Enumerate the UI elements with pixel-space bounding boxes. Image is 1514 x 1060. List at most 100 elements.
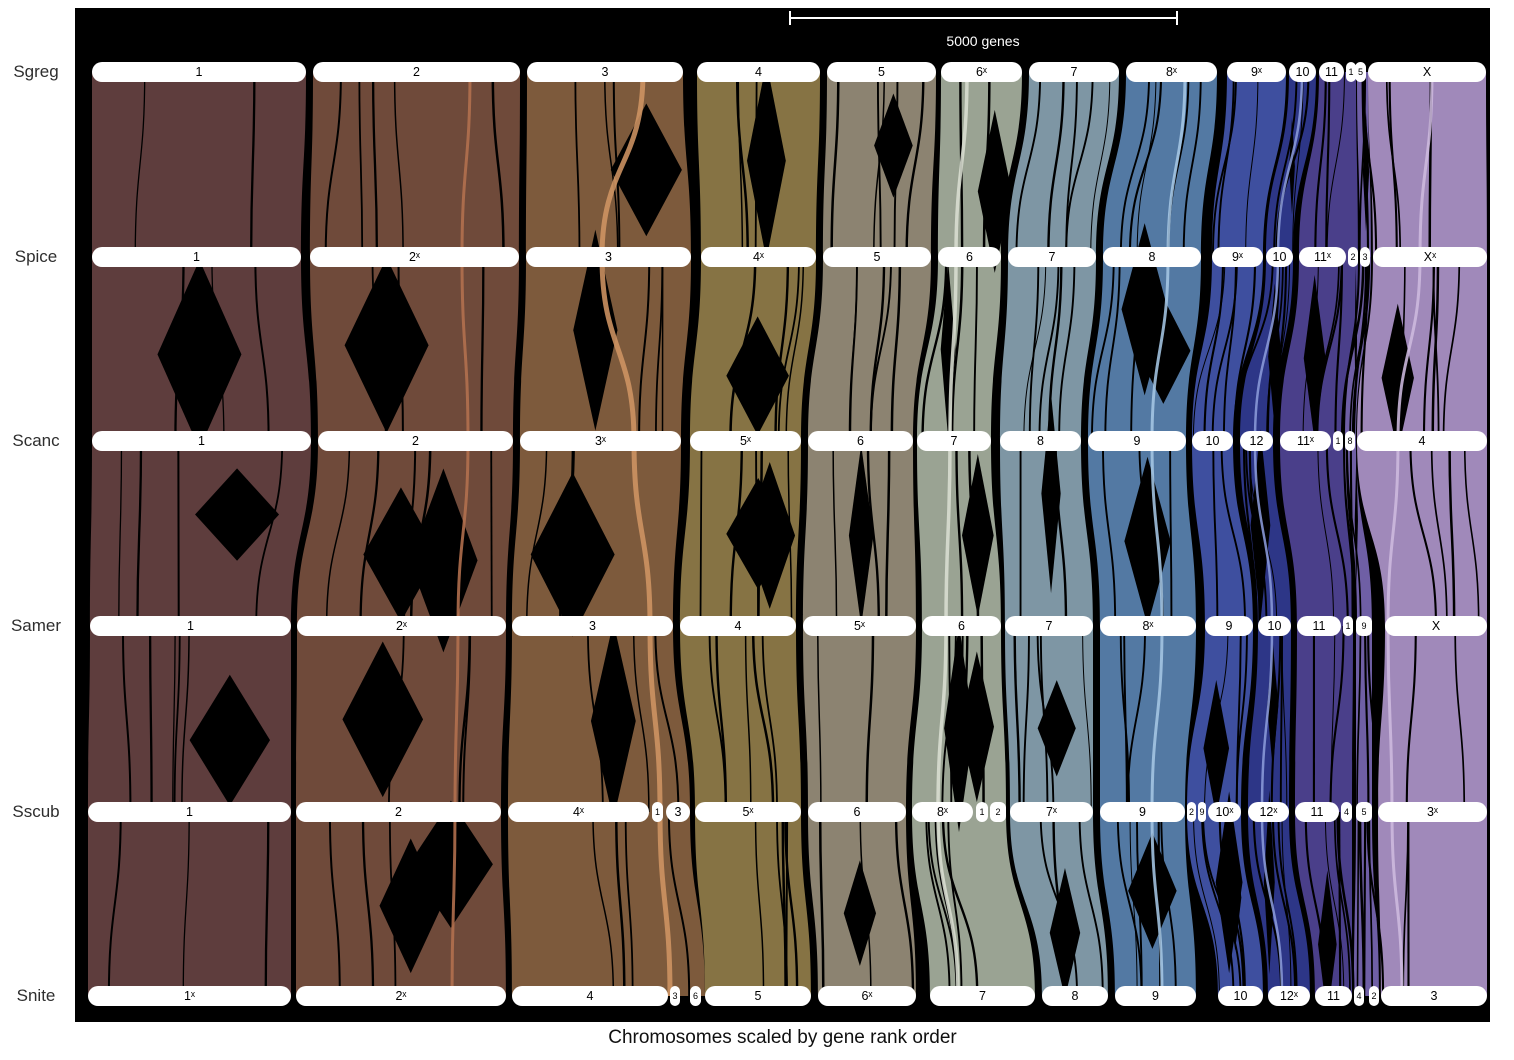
synteny-gap-streak bbox=[1233, 256, 1257, 442]
synteny-gap-streak bbox=[1402, 811, 1409, 997]
synteny-gap-streak bbox=[1130, 256, 1141, 442]
scale-bar: 5000 genes bbox=[789, 11, 1178, 49]
synteny-gap-streak bbox=[1292, 71, 1304, 258]
ribbon-canvas: 5000 genes bbox=[88, 11, 1487, 1019]
inversion-bowtie bbox=[610, 103, 682, 237]
inversion-bowtie bbox=[1124, 456, 1171, 626]
chromosome-pill: 2 bbox=[296, 802, 501, 822]
chromosome-pill: 10 bbox=[1289, 62, 1316, 82]
accent-ribbon bbox=[936, 71, 969, 997]
chromosome-pill: 9 bbox=[1205, 616, 1253, 636]
chromosome-pill: 2ˣ bbox=[297, 616, 506, 636]
chromosome-pill: 4ˣ bbox=[508, 802, 649, 822]
synteny-gap-streak bbox=[925, 811, 951, 997]
synteny-gap-streak bbox=[1448, 440, 1456, 627]
synteny-gap-streak bbox=[1212, 440, 1219, 627]
chromosome-pill: 2 bbox=[1369, 986, 1379, 1006]
synteny-gap-streak bbox=[1314, 71, 1327, 258]
species-label-samer: Samer bbox=[10, 616, 62, 635]
synteny-gap-streak bbox=[654, 625, 680, 813]
synteny-gap-streak bbox=[1463, 440, 1480, 627]
synteny-gap-streak bbox=[181, 625, 190, 813]
synteny-gap-streak bbox=[1356, 811, 1360, 997]
inversion-bowtie bbox=[843, 860, 877, 967]
synteny-gap-streak bbox=[955, 440, 964, 627]
synteny-gap-streak bbox=[784, 811, 799, 997]
chromosome-pill: 10 bbox=[1192, 431, 1233, 451]
synteny-gap-streak bbox=[1212, 71, 1237, 258]
synteny-gap-streak bbox=[1324, 811, 1345, 997]
chromosome-pill: 3 bbox=[526, 247, 691, 267]
inversion-bowtie bbox=[195, 468, 280, 561]
synteny-gap-streak bbox=[324, 71, 342, 258]
synteny-gap-streak bbox=[1104, 256, 1121, 442]
chromosome-pill: 2ˣ bbox=[296, 986, 506, 1006]
chromosome-pill: 10 bbox=[1266, 247, 1293, 267]
synteny-gap-streak bbox=[957, 625, 969, 813]
chromosome-pill: 1ˣ bbox=[88, 986, 291, 1006]
synteny-band-block-3 bbox=[508, 72, 705, 996]
synteny-gap-streak bbox=[817, 625, 822, 813]
chromosome-pill: 11ˣ bbox=[1299, 247, 1346, 267]
synteny-gap-streak bbox=[1225, 811, 1246, 997]
synteny-gap-streak bbox=[638, 256, 651, 442]
synteny-gap-streak bbox=[859, 811, 872, 997]
synteny-gap-streak bbox=[1274, 256, 1288, 442]
chromosome-pill: 10 bbox=[1218, 986, 1263, 1006]
synteny-gap-streak bbox=[1364, 625, 1370, 813]
chromosome-pill: 9 bbox=[1198, 802, 1206, 822]
synteny-gap-streak bbox=[173, 625, 181, 813]
accent-ribbon bbox=[599, 71, 673, 997]
chromosome-pill: 7 bbox=[917, 431, 991, 451]
synteny-gap-streak bbox=[1119, 71, 1151, 258]
synteny-gap-streak bbox=[211, 256, 225, 442]
chromosome-pill: 3 bbox=[1381, 986, 1487, 1006]
inversion-bowtie bbox=[189, 674, 271, 806]
chromosome-pill: 10 bbox=[1258, 616, 1291, 636]
synteny-gap-streak bbox=[1135, 811, 1143, 997]
synteny-gap-streak bbox=[592, 811, 615, 997]
synteny-gap-streak bbox=[1235, 625, 1242, 813]
synteny-gap-streak bbox=[774, 256, 790, 442]
inversion-bowtie bbox=[1203, 679, 1230, 817]
chromosome-pill: 1 bbox=[88, 802, 291, 822]
plot-area: 5000 genes 1 2 3 4 5 6ˣ 7 8ˣ 9ˣ 10 11 1 5 X 1 2ˣ 3 4ˣ 5 6 7 8… bbox=[75, 8, 1490, 1022]
synteny-gap-streak bbox=[1349, 440, 1354, 627]
synteny-gap-streak bbox=[107, 811, 122, 997]
synteny-gap-streak bbox=[866, 440, 881, 627]
synteny-gap-streak bbox=[818, 811, 825, 997]
synteny-gap-streak bbox=[1281, 811, 1292, 997]
species-label-spice: Spice bbox=[14, 247, 58, 266]
synteny-gap-streak bbox=[699, 440, 703, 627]
inversion-bowtie bbox=[157, 259, 242, 449]
synteny-gap-streak bbox=[1266, 256, 1284, 442]
accent-ribbon bbox=[1386, 71, 1434, 997]
chromosome-pill: 5 bbox=[1356, 802, 1372, 822]
synteny-gap-streak bbox=[1028, 256, 1040, 442]
synteny-gap-streak bbox=[1116, 811, 1143, 997]
chromosome-pill: 9 bbox=[1115, 986, 1196, 1006]
chromosome-pill: 1 bbox=[1333, 431, 1343, 451]
chromosome-pill: 5ˣ bbox=[803, 616, 916, 636]
synteny-gap-streak bbox=[1366, 811, 1385, 997]
synteny-gap-streak bbox=[1277, 811, 1298, 997]
synteny-gap-streak bbox=[1432, 256, 1440, 442]
synteny-gap-streak bbox=[1013, 625, 1021, 813]
synteny-band-block-7 bbox=[1000, 72, 1119, 996]
chromosome-pill: 9 bbox=[1356, 616, 1372, 636]
chromosome-pill: 2 bbox=[313, 62, 520, 82]
synteny-gap-streak bbox=[1192, 256, 1226, 442]
synteny-gap-streak bbox=[371, 256, 387, 442]
chromosome-pill: 3ˣ bbox=[1378, 802, 1487, 822]
inversion-bowtie bbox=[344, 257, 429, 433]
inversion-bowtie bbox=[959, 651, 994, 803]
synteny-gap-streak bbox=[927, 811, 958, 997]
synteny-gap-streak bbox=[1058, 256, 1076, 442]
synteny-gap-streak bbox=[1036, 625, 1055, 813]
synteny-gap-streak bbox=[328, 811, 341, 997]
figure-caption: Chromosomes scaled by gene rank order bbox=[608, 1027, 957, 1048]
inversion-bowtie bbox=[573, 229, 618, 431]
synteny-gap-streak bbox=[980, 625, 985, 813]
synteny-gap-streak bbox=[869, 256, 893, 442]
synteny-gap-streak bbox=[968, 440, 980, 627]
